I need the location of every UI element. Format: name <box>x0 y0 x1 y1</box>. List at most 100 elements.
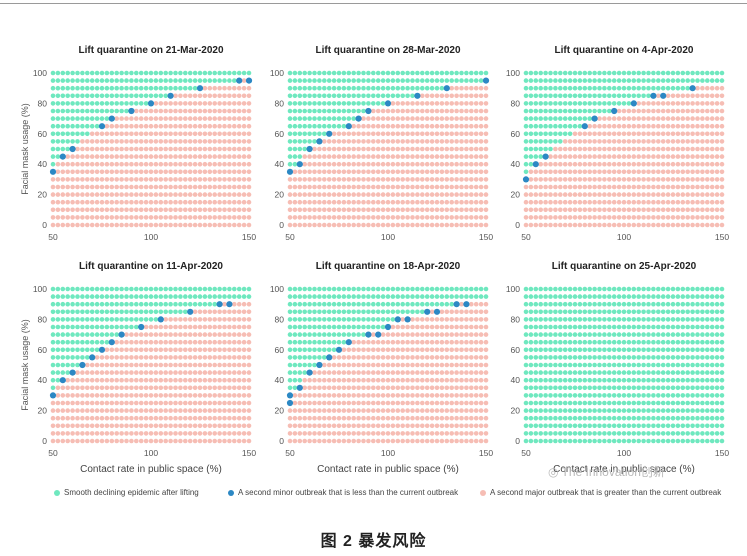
grid-dot <box>459 222 464 228</box>
grid-dot <box>385 215 391 220</box>
grid-dot <box>473 309 479 315</box>
grid-dot <box>336 408 342 413</box>
grid-dot <box>410 339 415 345</box>
minor-outbreak-point <box>167 92 174 99</box>
grid-dot <box>597 199 602 205</box>
grid-dot <box>709 93 715 99</box>
grid-dot <box>420 339 425 345</box>
grid-dot <box>366 317 371 322</box>
grid-dot <box>124 286 129 292</box>
grid-dot <box>538 123 543 129</box>
grid-dot <box>70 309 75 315</box>
grid-dot <box>217 78 222 83</box>
grid-dot <box>99 393 105 398</box>
grid-dot <box>483 215 489 220</box>
grid-dot <box>371 362 376 368</box>
grid-dot <box>50 385 56 391</box>
grid-dot <box>197 108 203 114</box>
grid-dot <box>410 199 415 205</box>
grid-dot <box>246 332 252 337</box>
grid-dot <box>217 317 222 322</box>
grid-dot <box>89 339 95 345</box>
grid-dot <box>202 286 208 292</box>
grid-dot <box>236 393 242 398</box>
grid-dot <box>55 184 61 190</box>
chart-title-2: Lift quarantine on 28-Mar-2020 <box>315 45 460 56</box>
grid-dot <box>99 116 105 121</box>
grid-dot <box>660 177 666 182</box>
grid-dot <box>99 309 105 315</box>
y-tick-label: 20 <box>275 406 285 416</box>
grid-dot <box>533 101 539 106</box>
grid-dot <box>119 431 124 436</box>
grid-dot <box>326 93 332 99</box>
grid-dot <box>346 362 352 368</box>
y-tick-label: 60 <box>38 129 48 139</box>
grid-dot <box>592 146 597 152</box>
grid-dot <box>690 192 695 197</box>
grid-dot <box>287 286 293 292</box>
grid-dot <box>636 415 641 421</box>
grid-dot <box>424 116 430 121</box>
grid-dot <box>104 309 110 315</box>
grid-dot <box>331 184 337 190</box>
grid-dot <box>356 161 361 167</box>
grid-dot <box>302 332 308 337</box>
grid-dot <box>607 123 612 129</box>
grid-dot <box>464 370 469 375</box>
grid-dot <box>548 317 553 322</box>
grid-dot <box>187 347 193 353</box>
grid-dot <box>611 78 617 83</box>
grid-dot <box>331 222 337 228</box>
grid-dot <box>685 192 690 197</box>
grid-dot <box>473 431 479 436</box>
grid-dot <box>153 116 159 121</box>
grid-dot <box>621 85 627 91</box>
grid-dot <box>153 385 159 391</box>
grid-dot <box>434 161 440 167</box>
grid-dot <box>212 184 217 190</box>
grid-dot <box>616 207 622 213</box>
grid-dot <box>415 146 420 152</box>
grid-dot <box>148 324 154 330</box>
grid-dot <box>129 116 134 121</box>
grid-dot <box>709 101 715 106</box>
grid-dot <box>217 400 222 406</box>
minor-outbreak-point <box>591 115 598 122</box>
grid-dot <box>236 309 242 315</box>
y-tick-label: 0 <box>42 220 47 230</box>
grid-dot <box>178 85 183 91</box>
grid-dot <box>464 131 469 137</box>
grid-dot <box>690 123 695 129</box>
grid-dot <box>646 116 651 121</box>
grid-dot <box>302 108 308 114</box>
grid-dot <box>553 169 558 175</box>
grid-dot <box>302 393 308 398</box>
grid-dot <box>89 294 95 299</box>
grid-dot <box>351 192 357 197</box>
grid-dot <box>454 139 459 144</box>
grid-dot <box>232 438 237 444</box>
grid-dot <box>380 385 386 391</box>
minor-outbreak-point <box>216 301 223 308</box>
grid-dot <box>134 215 139 220</box>
grid-dot <box>158 108 164 114</box>
grid-dot <box>109 78 115 83</box>
grid-dot <box>232 423 237 429</box>
grid-dot <box>656 400 661 406</box>
grid-dot <box>227 286 232 292</box>
grid-dot <box>420 70 425 76</box>
grid-dot <box>163 146 168 152</box>
grid-dot <box>449 362 455 368</box>
grid-dot <box>75 131 80 137</box>
grid-dot <box>366 215 371 220</box>
grid-dot <box>548 309 553 315</box>
grid-dot <box>651 78 656 83</box>
grid-dot <box>55 154 61 159</box>
grid-dot <box>577 370 583 375</box>
grid-dot <box>597 393 602 398</box>
grid-dot <box>168 415 173 421</box>
grid-dot <box>143 85 149 91</box>
grid-dot <box>631 207 637 213</box>
grid-dot <box>415 101 420 106</box>
